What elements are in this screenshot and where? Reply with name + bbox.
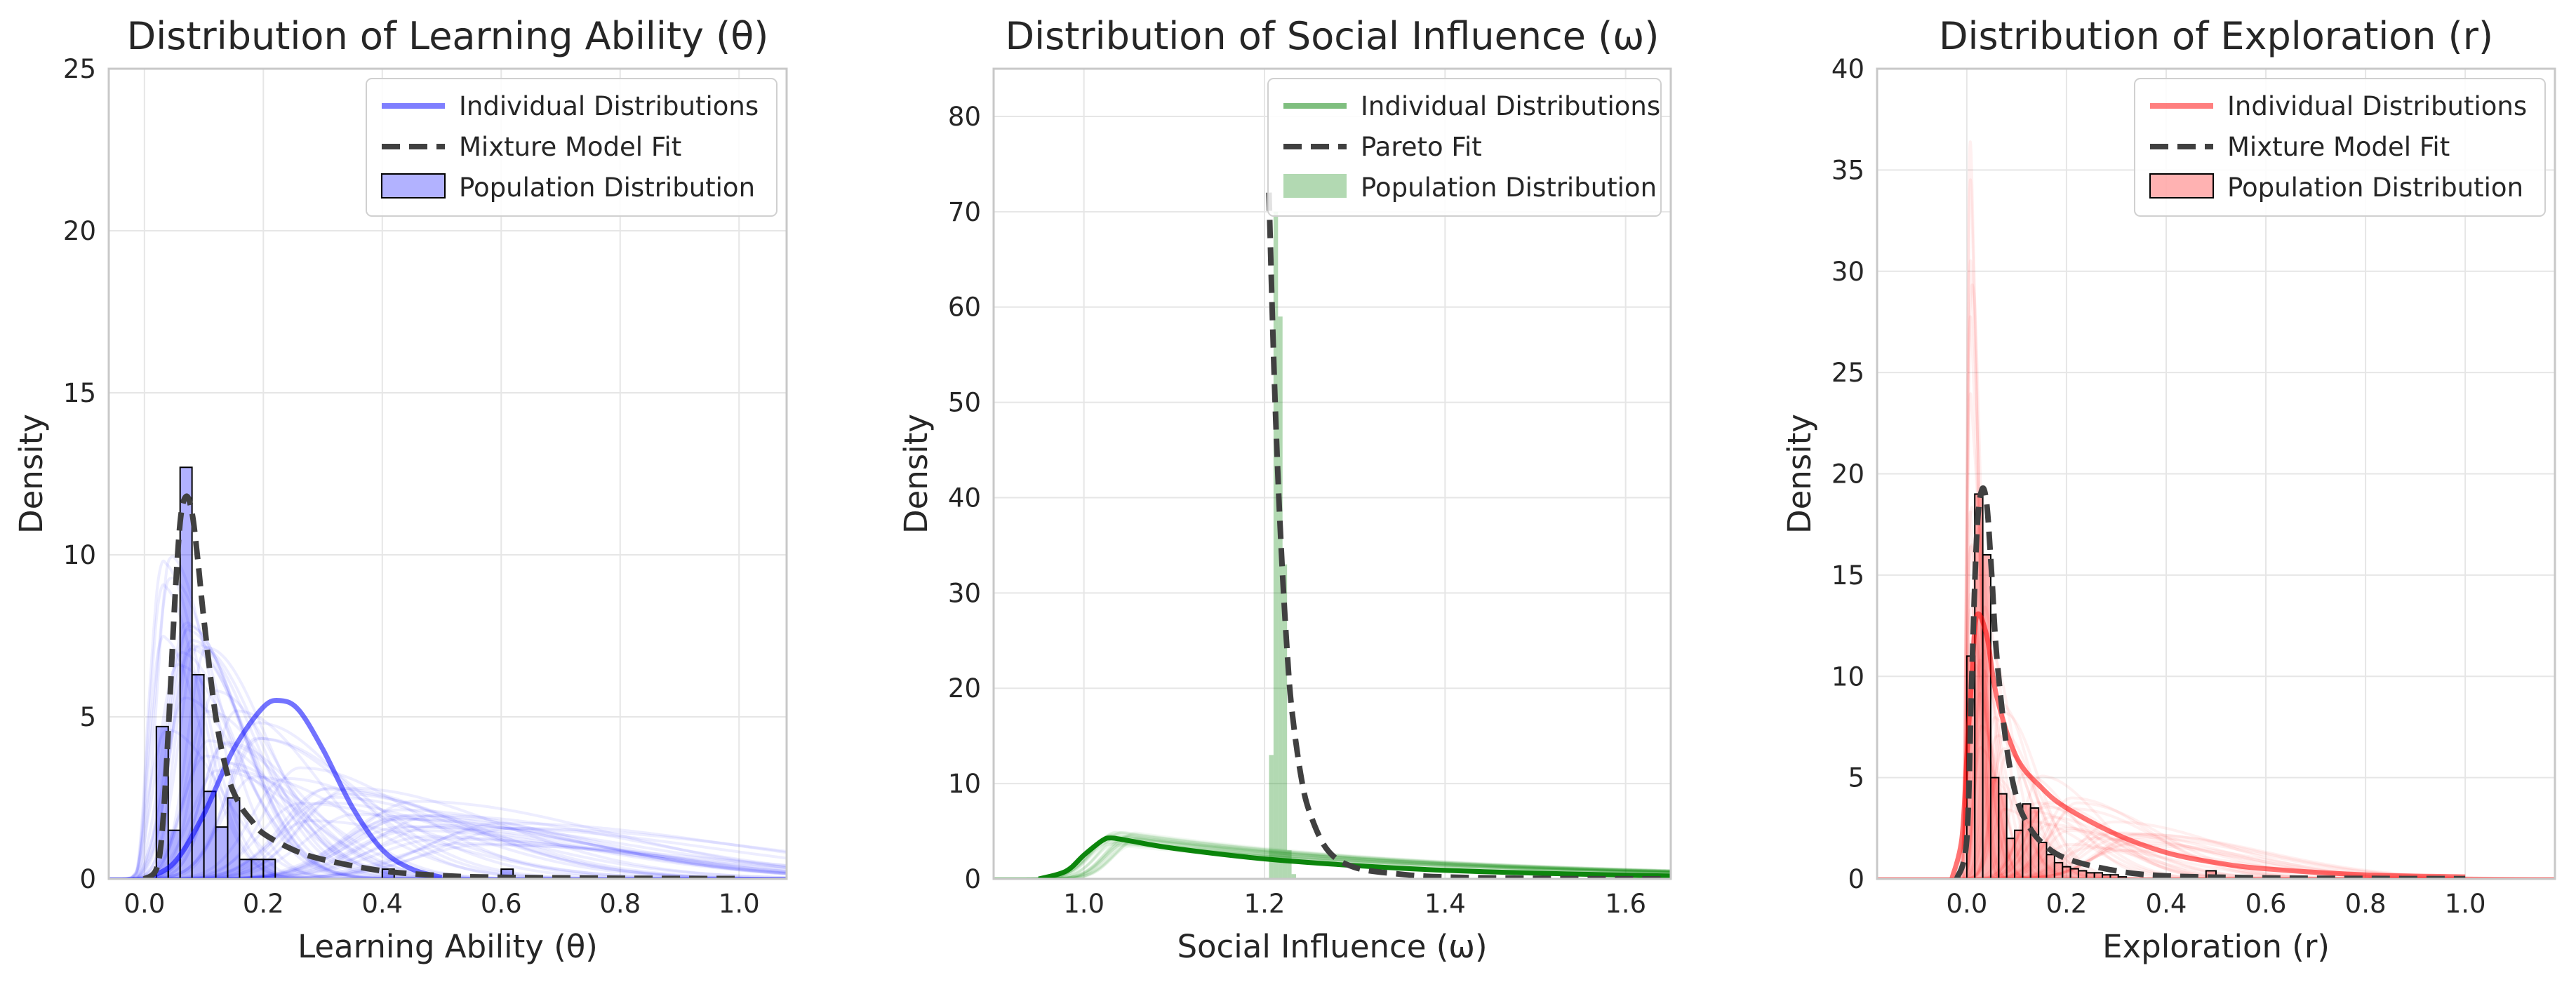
y-tick-label: 50 [948,388,981,418]
panel-3: 0.0 0.2 0.4 0.6 0.8 1.0 0 5 10 15 20 25 30 35 40 Distri… [1781,14,2555,965]
histogram-bar [2071,869,2078,879]
histogram-bar [2015,830,2022,879]
y-tick-label: 10 [63,540,96,570]
x-axis-label: Social Influence (ω) [1177,928,1487,965]
histogram-bar [1991,778,1998,879]
x-tick-label: 0.2 [243,889,284,919]
plot-area [1877,142,2555,893]
x-tick-label: 0.0 [1946,889,1987,919]
x-tick-label: 1.4 [1424,889,1466,919]
histogram-bar [251,859,263,879]
histogram-bar [2047,854,2055,879]
y-tick-label: 10 [948,769,981,799]
x-axis-label: Exploration (r) [2102,928,2330,965]
histogram-bar [2038,842,2046,879]
histogram-bar [2055,863,2062,879]
x-tick-label: 0.0 [124,889,165,919]
legend-entry: Population Distribution [1361,173,1657,203]
y-tick-label: 15 [1831,560,1864,591]
histogram-bar [1278,316,1282,879]
histogram-bar [216,827,228,879]
x-tick-label: 0.6 [2245,889,2287,919]
x-tick-label: 0.4 [2146,889,2187,919]
y-axis-label: Density [1781,414,1818,534]
legend-entry: Pareto Fit [1361,132,1482,162]
x-tick-label: 1.0 [719,889,760,919]
y-tick-label: 5 [1848,763,1864,793]
y-axis-label: Density [13,414,50,534]
chart-title: Distribution of Learning Ability (θ) [127,14,769,58]
chart-title: Distribution of Exploration (r) [1939,14,2493,58]
histogram-bar [263,859,275,879]
x-tick-label: 1.0 [2445,889,2486,919]
panel-1: 0.0 0.2 0.4 0.6 0.8 1.0 0 5 10 15 20 25 Distribution… [13,14,787,965]
legend-entry: Population Distribution [459,173,755,203]
histogram-bar [2062,867,2070,879]
legend-swatch-population [2150,174,2213,198]
plot-area [109,467,787,879]
x-tick-label: 0.4 [361,889,403,919]
x-tick-label: 0.8 [2345,889,2387,919]
y-tick-label: 40 [1831,54,1864,84]
histogram-bar [2007,838,2015,879]
y-tick-label: 0 [1848,864,1864,894]
y-tick-label: 80 [948,102,981,132]
y-tick-label: 20 [63,216,96,246]
histogram-bar [1998,794,2006,879]
x-tick-label: 1.0 [1063,889,1105,919]
legend: Individual Distributions Mixture Model Fi… [366,79,777,216]
legend: Individual Distributions Mixture Model Fi… [2135,79,2545,216]
histogram-bar [239,859,251,879]
x-tick-label: 0.8 [599,889,641,919]
y-tick-label: 40 [948,483,981,513]
pareto-fit-line [1269,193,1671,879]
legend-entry: Mixture Model Fit [2227,132,2450,162]
y-tick-label: 60 [948,292,981,323]
legend-entry: Individual Distributions [1361,91,1660,121]
y-tick-label: 30 [1831,257,1864,287]
y-tick-label: 20 [1831,459,1864,490]
legend-entry: Population Distribution [2227,173,2523,203]
legend-swatch-population [1283,174,1347,198]
y-tick-label: 5 [79,702,96,732]
histogram-bar [1287,850,1291,879]
histogram-bar [2031,808,2038,879]
y-tick-label: 0 [964,864,981,894]
x-tick-label: 1.2 [1244,889,1286,919]
y-tick-label: 35 [1831,155,1864,185]
legend-entry: Mixture Model Fit [459,132,681,162]
y-tick-label: 70 [948,197,981,227]
panel-2: 1.0 1.2 1.4 1.6 0 10 20 30 40 50 60 70 80 Distributio… [897,14,1671,965]
y-tick-label: 30 [948,578,981,608]
x-tick-label: 1.6 [1605,889,1646,919]
legend-swatch-population [382,174,445,198]
legend-entry: Individual Distributions [459,91,759,121]
plot-area [994,193,1671,879]
histogram-bar [227,798,239,880]
chart-title: Distribution of Social Influence (ω) [1006,14,1660,58]
histogram-bar [1983,555,1991,879]
y-tick-label: 25 [1831,358,1864,388]
x-axis-label: Learning Ability (θ) [298,928,598,965]
x-tick-label: 0.2 [2046,889,2087,919]
y-tick-label: 25 [63,54,96,84]
y-tick-label: 10 [1831,661,1864,692]
y-tick-label: 15 [63,378,96,408]
histogram-bar [192,675,204,879]
y-tick-label: 20 [948,673,981,704]
y-tick-label: 0 [79,864,96,894]
x-tick-label: 0.6 [481,889,522,919]
legend-entry: Individual Distributions [2227,91,2527,121]
histogram-bar [2078,870,2086,879]
y-axis-label: Density [897,414,935,534]
legend: Individual Distributions Pareto Fit Popula… [1268,79,1661,216]
